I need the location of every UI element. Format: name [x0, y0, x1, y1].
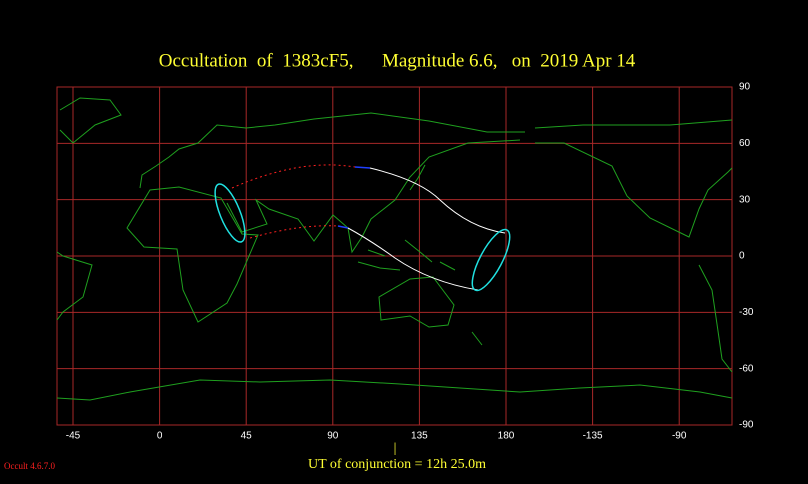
lon-label: 0: [157, 431, 163, 442]
lat-label: 60: [739, 138, 751, 149]
lon-label: 180: [498, 431, 515, 442]
conjunction-marker: |: [394, 441, 397, 456]
lon-label: 45: [241, 431, 253, 442]
path-north-limit: [369, 167, 506, 234]
lon-label: -135: [583, 431, 603, 442]
australia: [378, 276, 455, 328]
coastlines: [56, 97, 733, 401]
graticule: [57, 86, 732, 426]
europe: [139, 112, 525, 189]
path-north-dotted: [231, 164, 356, 189]
path-twilight: [337, 166, 371, 229]
map-frame: [56, 86, 733, 426]
path-south-limit: [347, 227, 479, 291]
lat-label: -90: [739, 420, 754, 431]
asia: [226, 139, 521, 254]
greenland: [59, 97, 122, 144]
lat-label: -30: [739, 307, 754, 318]
lon-label: -90: [672, 431, 687, 442]
islands: [357, 164, 483, 346]
shadow-end: [471, 228, 511, 292]
version: Occult 4.6.7.0: [4, 461, 55, 471]
south-america: [56, 251, 733, 373]
lon-label: 135: [411, 431, 428, 442]
lat-label: -60: [739, 363, 754, 374]
north-america: [534, 119, 733, 238]
lat-label: 0: [739, 251, 745, 262]
occultation-path: [214, 164, 511, 292]
lon-label: -45: [66, 431, 81, 442]
antarctica: [56, 379, 733, 401]
conjunction-time: UT of conjunction = 12h 25.0m: [308, 457, 486, 472]
path-south-dotted: [249, 225, 339, 239]
africa: [126, 186, 259, 323]
lat-label: 90: [739, 82, 751, 93]
shadow-start: [214, 183, 246, 243]
title: Occultation of 1383cF5, Magnitude 6.6, o…: [159, 50, 636, 71]
lon-label: 90: [327, 431, 339, 442]
lat-label: 30: [739, 194, 751, 205]
